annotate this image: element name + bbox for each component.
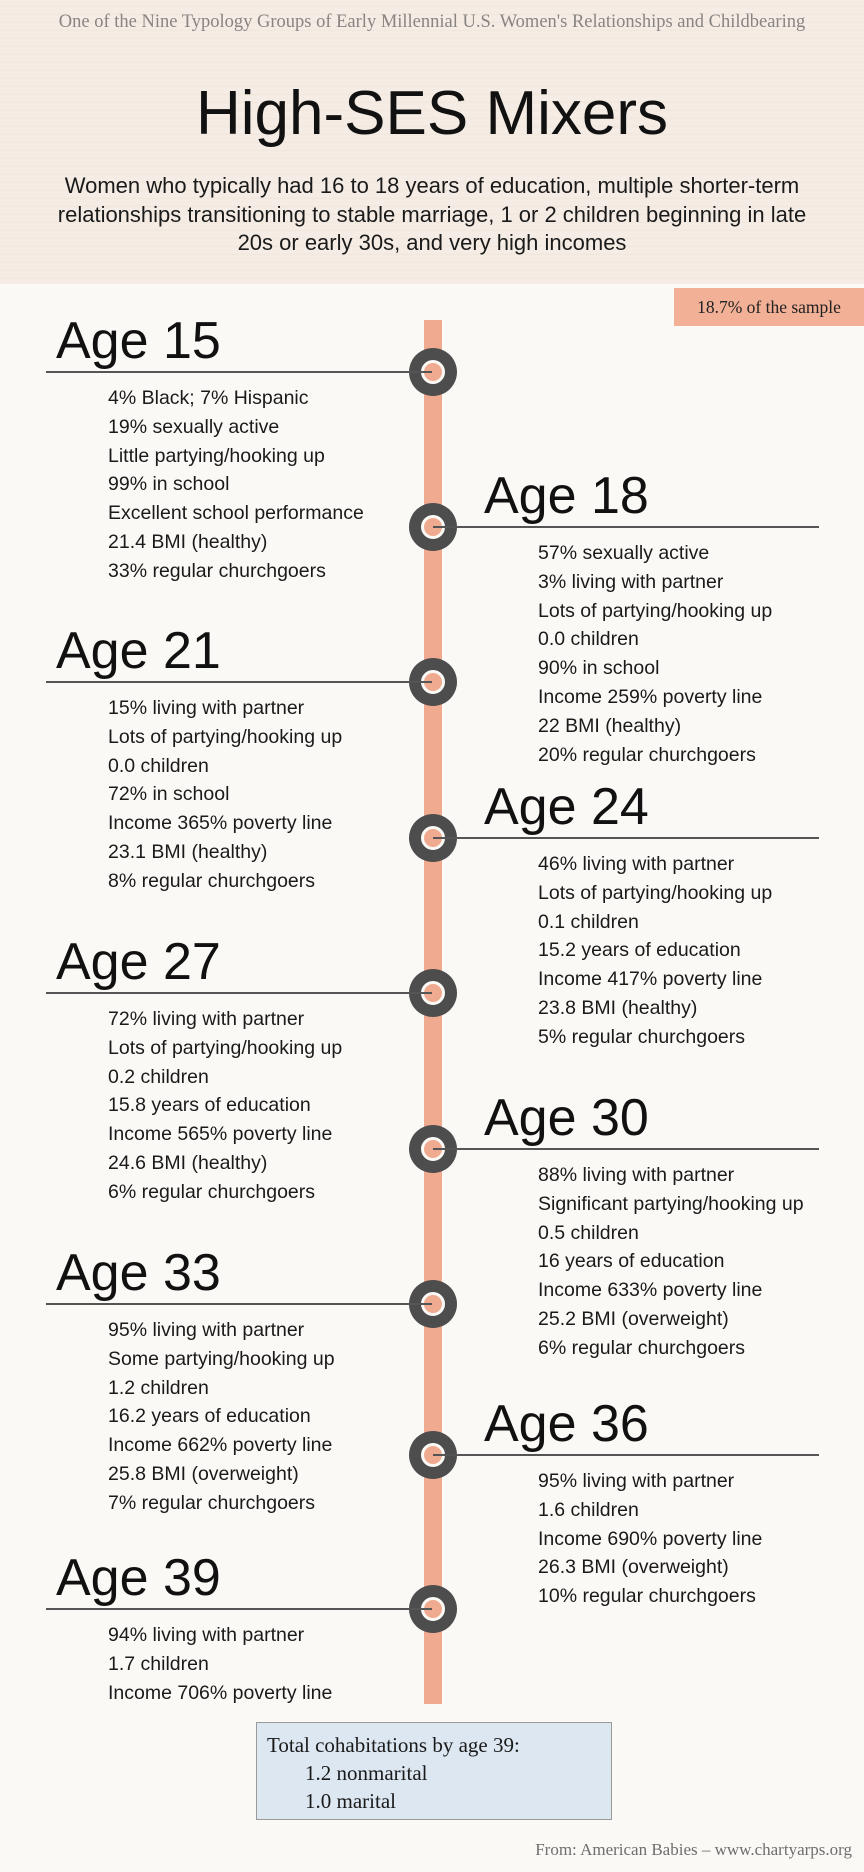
stage-divider-line — [433, 526, 819, 528]
stage-age-label: Age 15 — [56, 312, 221, 370]
stage-fact: 19% sexually active — [108, 415, 280, 438]
stage-fact: Income 633% poverty line — [538, 1279, 763, 1302]
stage-fact: 1.7 children — [108, 1652, 209, 1675]
stage-fact: Income 706% poverty line — [108, 1681, 333, 1704]
stage-facts-list: 46% living with partner Lots of partying/… — [538, 850, 772, 1052]
sample-share-badge: 18.7% of the sample — [674, 288, 864, 326]
stage-age-label: Age 30 — [484, 1089, 649, 1147]
stage-fact: 25.2 BMI (overweight) — [538, 1307, 729, 1330]
stage-fact: 26.3 BMI (overweight) — [538, 1556, 729, 1579]
stage-fact: Income 365% poverty line — [108, 812, 333, 835]
stage-fact: 0.2 children — [108, 1065, 209, 1088]
stage-divider-line — [46, 1608, 432, 1610]
stage-fact: 8% regular churchgoers — [108, 869, 316, 892]
stage-fact: 7% regular churchgoers — [108, 1491, 316, 1514]
stage-divider-line — [46, 1303, 432, 1305]
stage-fact: Lots of partying/hooking up — [108, 725, 343, 748]
stage-fact: 0.0 children — [108, 754, 209, 777]
supertitle: One of the Nine Typology Groups of Early… — [58, 12, 806, 32]
stage-fact: Little partying/hooking up — [108, 444, 325, 467]
stage-facts-list: 57% sexually active 3% living with partne… — [538, 539, 772, 769]
stage-fact: 22 BMI (healthy) — [538, 714, 682, 737]
stage-fact: 1.2 children — [108, 1376, 209, 1399]
stage-age-label: Age 33 — [56, 1244, 221, 1302]
stage-facts-list: 94% living with partner 1.7 children Incom… — [108, 1621, 332, 1707]
stage-fact: 15% living with partner — [108, 697, 305, 719]
stage-age-label: Age 21 — [56, 622, 221, 680]
stage-fact: 3% living with partner — [538, 570, 724, 593]
stage-facts-list: 88% living with partner Significant party… — [538, 1161, 804, 1363]
stage-fact: 23.1 BMI (healthy) — [108, 840, 268, 863]
stage-fact: 72% living with partner — [108, 1008, 305, 1030]
stage-divider-line — [433, 1148, 819, 1150]
stage-fact: Income 417% poverty line — [538, 968, 763, 991]
stage-fact: Lots of partying/hooking up — [108, 1036, 343, 1059]
stage-fact: 99% in school — [108, 473, 230, 496]
stage-fact: Excellent school performance — [108, 502, 364, 525]
stage-fact: 72% in school — [108, 783, 230, 806]
stage-divider-line — [46, 371, 432, 373]
stage-fact: Some partying/hooking up — [108, 1347, 335, 1370]
stage-age-label: Age 18 — [484, 467, 649, 525]
stage-fact: 5% regular churchgoers — [538, 1025, 746, 1048]
stage-fact: 57% sexually active — [538, 542, 710, 564]
totals-heading: Total cohabitations by age 39: — [267, 1733, 520, 1757]
stage-divider-line — [46, 992, 432, 994]
stage-divider-line — [433, 837, 819, 839]
stage-fact: Income 662% poverty line — [108, 1434, 333, 1457]
stage-facts-list: 95% living with partner Some partying/hoo… — [108, 1316, 335, 1518]
stage-facts-list: 72% living with partner Lots of partying/… — [108, 1005, 342, 1207]
stage-fact: Significant partying/hooking up — [538, 1192, 804, 1215]
totals-nonmarital: 1.2 nonmarital — [305, 1761, 428, 1785]
stage-fact: 6% regular churchgoers — [108, 1180, 316, 1203]
stage-age-label: Age 39 — [56, 1549, 221, 1607]
stage-fact: Lots of partying/hooking up — [538, 881, 773, 904]
stage-fact: 24.6 BMI (healthy) — [108, 1151, 268, 1174]
stage-fact: 16.2 years of education — [108, 1405, 311, 1428]
stage-fact: 23.8 BMI (healthy) — [538, 996, 698, 1019]
stage-fact: Income 690% poverty line — [538, 1527, 763, 1550]
stage-divider-line — [46, 681, 432, 683]
page-title: High-SES Mixers — [196, 79, 668, 148]
stage-fact: 1.6 children — [538, 1498, 639, 1521]
stage-age-label: Age 27 — [56, 933, 221, 991]
stage-fact: Income 565% poverty line — [108, 1123, 333, 1146]
stage-fact: 94% living with partner — [108, 1624, 305, 1646]
cohabitation-totals-box: Total cohabitations by age 39: 1.2 nonma… — [256, 1722, 612, 1820]
stage-facts-list: 4% Black; 7% Hispanic 19% sexually active… — [108, 384, 364, 586]
stage-facts-list: 15% living with partner Lots of partying/… — [108, 694, 342, 896]
stage-divider-line — [433, 1454, 819, 1456]
stage-fact: Lots of partying/hooking up — [538, 599, 773, 622]
page-subtitle: Women who typically had 16 to 18 years o… — [57, 173, 807, 255]
totals-marital: 1.0 marital — [305, 1789, 396, 1813]
stage-fact: 0.5 children — [538, 1221, 639, 1244]
stage-fact: 15.8 years of education — [108, 1094, 311, 1117]
stage-fact: 95% living with partner — [538, 1470, 735, 1492]
stage-fact: 90% in school — [538, 657, 660, 680]
stage-fact: 16 years of education — [538, 1250, 725, 1273]
header-band: One of the Nine Typology Groups of Early… — [0, 0, 864, 284]
stage-fact: 0.1 children — [538, 910, 639, 933]
stage-fact: 15.2 years of education — [538, 939, 741, 962]
stage-fact: 0.0 children — [538, 628, 639, 651]
stage-fact: 4% Black; 7% Hispanic — [108, 387, 309, 409]
stage-age-label: Age 36 — [484, 1395, 649, 1453]
stage-fact: 6% regular churchgoers — [538, 1336, 746, 1359]
stage-age-label: Age 24 — [484, 778, 649, 836]
stage-fact: 10% regular churchgoers — [538, 1585, 756, 1608]
stage-fact: 20% regular churchgoers — [538, 743, 756, 766]
source-credit: From: American Babies – www.chartyarps.o… — [535, 1840, 852, 1859]
stage-facts-list: 95% living with partner 1.6 children Incom… — [538, 1467, 762, 1611]
stage-fact: 95% living with partner — [108, 1319, 305, 1341]
stage-fact: Income 259% poverty line — [538, 685, 763, 708]
stage-fact: 88% living with partner — [538, 1164, 735, 1186]
stage-fact: 33% regular churchgoers — [108, 559, 326, 582]
stage-fact: 46% living with partner — [538, 853, 735, 875]
stage-fact: 21.4 BMI (healthy) — [108, 530, 268, 553]
stage-fact: 25.8 BMI (overweight) — [108, 1462, 299, 1485]
